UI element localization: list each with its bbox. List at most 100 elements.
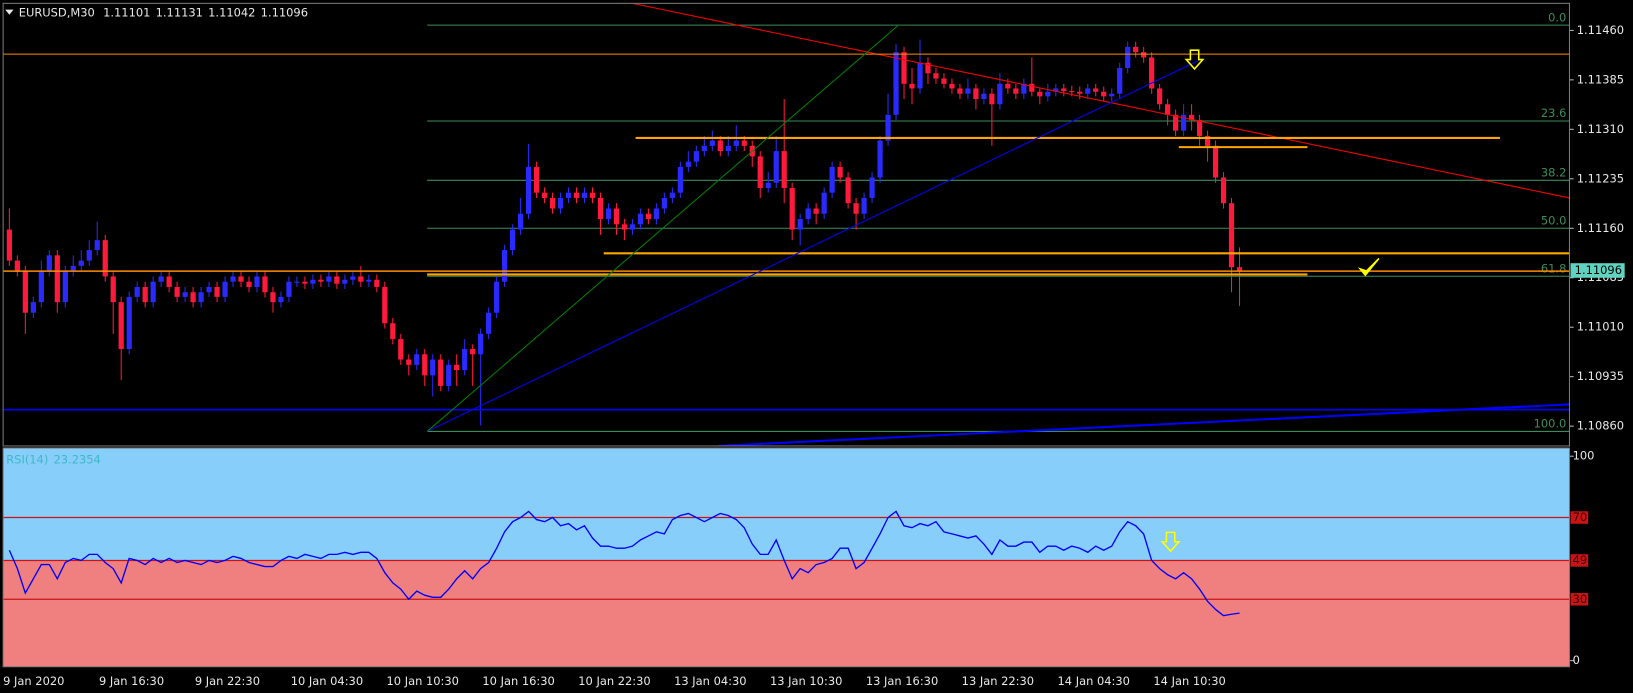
chart-header: EURUSD,M30 1.11101 1.11131 1.11042 1.11096 bbox=[19, 5, 308, 19]
candle-body bbox=[166, 276, 172, 287]
menu-triangle[interactable] bbox=[5, 9, 14, 15]
candle-body bbox=[973, 88, 979, 99]
candle-body bbox=[533, 166, 540, 193]
rsi-level-box bbox=[1570, 511, 1589, 524]
candle-body bbox=[286, 281, 292, 297]
candle-body bbox=[1093, 88, 1099, 92]
candle-body bbox=[438, 359, 444, 386]
candle-body bbox=[589, 192, 596, 198]
candle-body bbox=[597, 197, 604, 220]
price-panel: 0.0 23.6 38.2 50.0 61.8 100.0 bbox=[3, 3, 1570, 446]
candle-body bbox=[917, 62, 923, 89]
candle-body bbox=[725, 145, 731, 152]
candle-body bbox=[1117, 67, 1123, 94]
candle-body bbox=[310, 279, 316, 284]
candle-body bbox=[565, 192, 572, 198]
candle-body bbox=[1005, 83, 1011, 89]
candle-body bbox=[94, 240, 100, 251]
rsi-level-label: 49 bbox=[1573, 553, 1588, 567]
y-tick-label: 1.10860 bbox=[1577, 419, 1624, 433]
price-box bbox=[1570, 263, 1625, 278]
candle-body bbox=[1101, 91, 1107, 97]
candle-body bbox=[478, 333, 484, 355]
header-high: 1.11131 bbox=[156, 5, 203, 19]
drawn-line bbox=[718, 403, 1570, 446]
candle-body bbox=[358, 276, 364, 282]
x-tick-label: 10 Jan 22:30 bbox=[578, 674, 650, 688]
candle-body bbox=[38, 271, 44, 303]
y-tick-label: 1.10935 bbox=[1577, 369, 1624, 383]
candle-body bbox=[430, 359, 436, 376]
candle-body bbox=[110, 276, 116, 303]
candle-body bbox=[134, 286, 140, 297]
candle-body bbox=[989, 93, 995, 105]
candle-body bbox=[1196, 120, 1203, 136]
candle-body bbox=[342, 279, 348, 284]
candle-body bbox=[230, 276, 236, 282]
x-tick-label: 9 Jan 16:30 bbox=[99, 674, 164, 688]
fib-label: 0.0 bbox=[1548, 10, 1566, 24]
candle-body bbox=[462, 348, 468, 371]
header-low: 1.11042 bbox=[208, 5, 255, 19]
rsi-level-box bbox=[1570, 554, 1589, 567]
down-arrow-icon bbox=[1184, 49, 1205, 71]
candle-body bbox=[1204, 135, 1211, 146]
candle-body bbox=[254, 276, 260, 287]
candle-body bbox=[909, 83, 915, 89]
candle-body bbox=[661, 197, 667, 209]
candle-body bbox=[1180, 114, 1187, 131]
x-tick-label: 10 Jan 04:30 bbox=[291, 674, 363, 688]
candle-body bbox=[933, 73, 939, 79]
candle-body bbox=[997, 83, 1003, 105]
y-tick-label: 1.11010 bbox=[1577, 320, 1624, 334]
candle-body bbox=[1125, 46, 1131, 68]
candle-body bbox=[374, 279, 380, 287]
candle-body bbox=[861, 197, 867, 214]
candle-body bbox=[957, 88, 963, 94]
candle-body bbox=[885, 114, 891, 141]
candle-body bbox=[70, 265, 76, 272]
rsi-lower-band bbox=[3, 560, 1570, 667]
y-tick-label: 1.11235 bbox=[1577, 171, 1624, 185]
candle-body bbox=[877, 140, 883, 178]
y-tick-label: 0 bbox=[1573, 653, 1580, 667]
candle-body bbox=[446, 364, 452, 386]
candle-body bbox=[949, 83, 955, 89]
candle-body bbox=[262, 276, 268, 293]
drawn-line bbox=[426, 24, 899, 432]
candle-body bbox=[1141, 52, 1147, 58]
candle-body bbox=[398, 339, 404, 360]
candle-body bbox=[869, 177, 875, 198]
candle-body bbox=[1157, 88, 1163, 105]
candle-body bbox=[414, 354, 420, 365]
candle-body bbox=[1085, 88, 1091, 94]
candle-body bbox=[390, 323, 396, 340]
candle-body bbox=[382, 286, 388, 324]
candle-body bbox=[278, 296, 284, 303]
candle-body bbox=[893, 52, 899, 115]
fib-label: 100.0 bbox=[1534, 417, 1567, 431]
candle-body bbox=[206, 286, 212, 293]
candle-body bbox=[1173, 114, 1179, 131]
candle-body bbox=[781, 151, 787, 189]
candle-body bbox=[150, 281, 156, 303]
candle-body bbox=[693, 151, 699, 162]
rsi-level-label: 70 bbox=[1573, 510, 1588, 524]
candle-body bbox=[1061, 88, 1067, 92]
candle-body bbox=[717, 140, 723, 152]
fib-label: 61.8 bbox=[1541, 261, 1566, 275]
candle-body bbox=[605, 208, 612, 220]
candle-body bbox=[1021, 83, 1027, 94]
fib-label: 38.2 bbox=[1541, 166, 1566, 180]
candle-body bbox=[1149, 57, 1155, 89]
candle-body bbox=[22, 271, 28, 313]
candle-body bbox=[1212, 145, 1219, 178]
candle-body bbox=[470, 348, 476, 355]
x-tick-label: 13 Jan 22:30 bbox=[962, 674, 1034, 688]
candle-body bbox=[805, 208, 811, 220]
candle-body bbox=[334, 276, 340, 284]
candle-body bbox=[502, 250, 508, 282]
candle-body bbox=[102, 240, 108, 277]
